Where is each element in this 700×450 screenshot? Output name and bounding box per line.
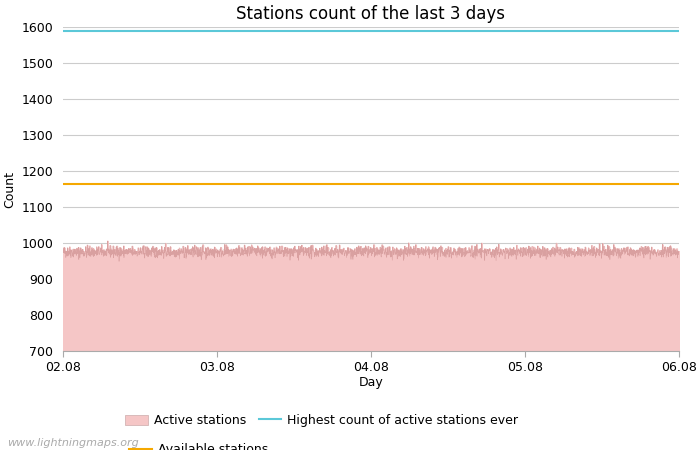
X-axis label: Day: Day — [358, 376, 384, 389]
Title: Stations count of the last 3 days: Stations count of the last 3 days — [237, 4, 505, 22]
Legend: Available stations: Available stations — [124, 438, 273, 450]
Text: www.lightningmaps.org: www.lightningmaps.org — [7, 438, 139, 448]
Y-axis label: Count: Count — [3, 171, 16, 207]
